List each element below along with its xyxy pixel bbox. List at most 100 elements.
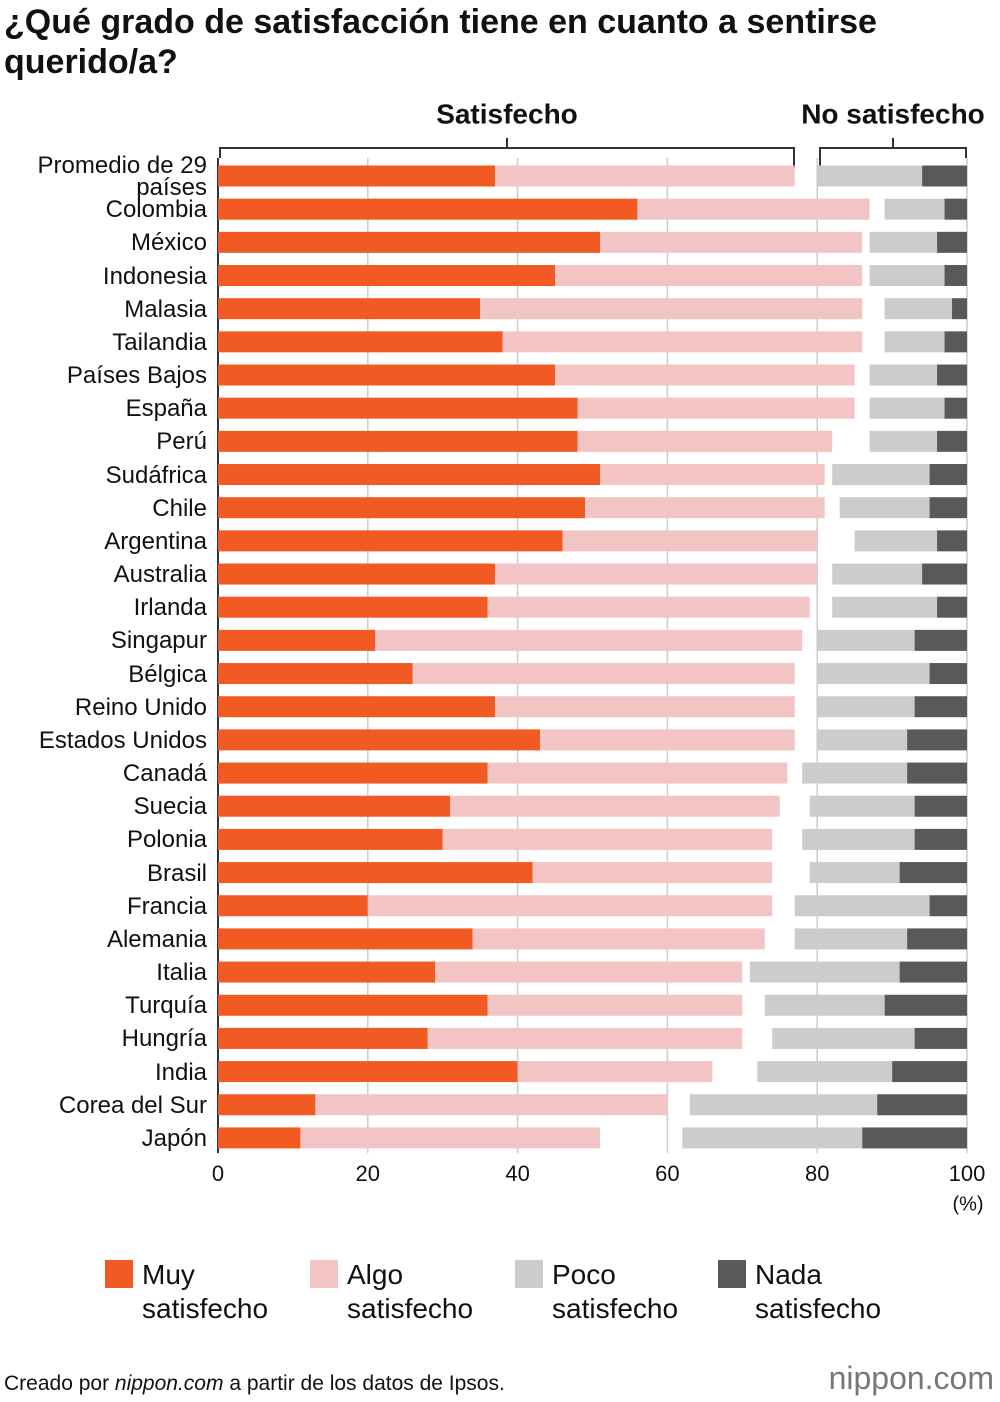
bar-segment	[884, 198, 945, 220]
bar-segment	[914, 1027, 967, 1049]
bar-segment	[218, 994, 488, 1016]
bar-segment	[637, 198, 870, 220]
bar-segment	[937, 430, 967, 452]
bar-segment	[914, 828, 967, 850]
bar-segment	[472, 928, 765, 950]
bar-segment	[218, 331, 503, 353]
bar-segment	[802, 762, 908, 784]
bar-segment	[899, 961, 967, 983]
bar-segment	[315, 1094, 668, 1116]
bar-segment	[450, 795, 780, 817]
y-tick-label: Malasia	[124, 295, 207, 323]
bar-segment	[817, 165, 923, 187]
legend-swatch	[515, 1260, 543, 1288]
bar-segment	[218, 1094, 316, 1116]
bar-segment	[599, 464, 825, 486]
y-tick-label: Irlanda	[133, 594, 207, 622]
bar-segment	[869, 265, 945, 287]
y-tick-label: Francia	[126, 892, 207, 920]
bar-segment	[869, 430, 938, 452]
y-tick-label: México	[130, 229, 207, 257]
bar-segment	[922, 563, 967, 585]
y-tick-label: Corea del Sur	[58, 1091, 207, 1119]
x-tick-label: 20	[356, 1161, 380, 1186]
y-tick-label: Promedio de 29 países	[37, 152, 207, 201]
bar-segment	[832, 563, 923, 585]
bar-segment	[480, 298, 863, 320]
bar-segment	[517, 1061, 713, 1083]
bar-segment	[495, 563, 818, 585]
bar-segment	[854, 530, 938, 552]
x-tick-label: 60	[655, 1161, 679, 1186]
bar-segment	[832, 464, 930, 486]
bar-segment	[218, 165, 496, 187]
bar-segment	[907, 928, 967, 950]
legend-item: Nada satisfecho	[718, 1258, 915, 1326]
bar-segment	[300, 1127, 600, 1149]
bar-segment	[218, 862, 533, 884]
y-tick-label: Tailandia	[112, 328, 207, 356]
y-tick-label: Indonesia	[102, 262, 207, 290]
bar-segment	[218, 828, 443, 850]
bar-segment	[562, 530, 818, 552]
bar-segment	[937, 231, 967, 253]
bar-segment	[817, 729, 908, 751]
bar-segment	[884, 331, 945, 353]
bar-segment	[495, 165, 795, 187]
bar-segment	[532, 862, 773, 884]
bar-segment	[757, 1061, 893, 1083]
group-label: Satisfecho	[436, 98, 578, 129]
legend-swatch	[105, 1260, 133, 1288]
y-tick-label: Estados Unidos	[38, 726, 207, 754]
bar-segment	[937, 530, 967, 552]
y-tick-label: Reino Unido	[74, 693, 207, 721]
bar-segment	[869, 397, 945, 419]
x-tick-label: 80	[805, 1161, 829, 1186]
bar-segment	[495, 696, 795, 718]
bar-segment	[487, 994, 743, 1016]
bar-segment	[218, 729, 541, 751]
bar-segment	[367, 895, 773, 917]
bar-segment	[375, 629, 803, 651]
y-tick-label: Canadá	[122, 760, 207, 788]
y-tick-label: Alemania	[106, 925, 207, 953]
bar-segment	[218, 198, 638, 220]
bar-segment	[952, 298, 967, 320]
legend-item: Poco satisfecho	[515, 1258, 712, 1326]
bar-segment	[487, 596, 810, 618]
bar-segment	[682, 1127, 863, 1149]
y-tick-label: Singapur	[110, 627, 207, 655]
bar-segment	[802, 828, 915, 850]
bar-segment	[218, 928, 473, 950]
bracket-satisfied	[219, 138, 795, 168]
bar-segment	[218, 1061, 518, 1083]
legend-label: Muy satisfecho	[142, 1259, 269, 1324]
bar-segment	[929, 464, 967, 486]
bar-segment	[749, 961, 900, 983]
bar-segment	[914, 696, 967, 718]
y-tick-label: Sudáfrica	[105, 461, 207, 489]
bar-segment	[764, 994, 885, 1016]
axis-unit: (%)	[952, 1193, 983, 1215]
bar-segment	[869, 364, 938, 386]
bar-segment	[929, 895, 967, 917]
bar-segment	[218, 430, 578, 452]
bar-segment	[487, 762, 788, 784]
legend-swatch	[310, 1260, 338, 1288]
bar-segment	[817, 696, 915, 718]
group-label: No satisfecho	[801, 98, 985, 129]
y-tick-label: Bélgica	[128, 660, 207, 688]
y-tick-label: Colombia	[105, 196, 207, 224]
bar-segment	[839, 497, 930, 519]
bar-segment	[577, 397, 855, 419]
bar-segment	[218, 298, 481, 320]
y-tick-label: Chile	[152, 494, 207, 522]
bar-segment	[218, 464, 600, 486]
source-suffix: a partir de los datos de Ipsos.	[229, 1372, 505, 1395]
legend-label: Poco satisfecho	[552, 1259, 679, 1324]
bar-segment	[218, 895, 368, 917]
y-tick-label: Polonia	[126, 826, 207, 854]
bar-segment	[794, 895, 930, 917]
bar-segment	[862, 1127, 967, 1149]
